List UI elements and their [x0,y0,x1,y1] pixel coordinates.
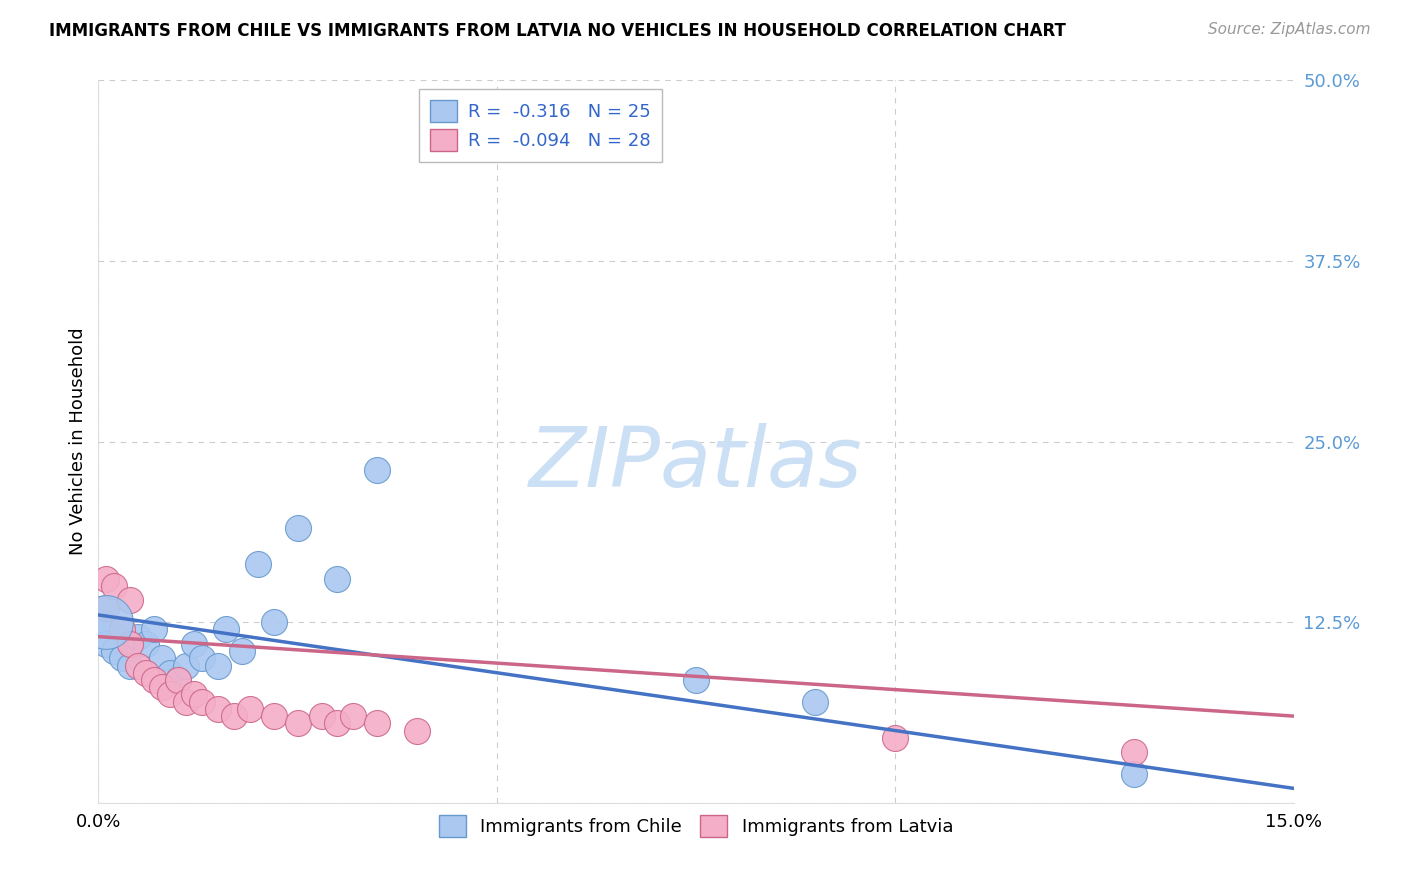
Point [246,558,269,572]
Point [96,600,118,615]
Point [135,665,157,680]
Legend: Immigrants from Chile, Immigrants from Latvia: Immigrants from Chile, Immigrants from L… [432,808,960,845]
Point [111,651,134,665]
Point [183,637,205,651]
Point [111,623,134,637]
Point [311,709,333,723]
Point [174,695,197,709]
Point [127,658,149,673]
Point [96,615,118,630]
Point [150,651,173,665]
Point [120,658,142,673]
Point [222,709,245,723]
Point [120,637,142,651]
Point [103,579,125,593]
Point [150,680,173,694]
Point [96,572,118,586]
Point [96,637,118,651]
Point [287,716,309,731]
Point [231,644,253,658]
Point [167,673,190,687]
Point [804,695,827,709]
Point [446,131,468,145]
Point [215,623,238,637]
Point [326,572,349,586]
Point [366,463,388,477]
Point [96,615,118,630]
Point [159,665,181,680]
Point [183,687,205,701]
Point [884,731,907,745]
Point [207,658,229,673]
Text: ZIPatlas: ZIPatlas [529,423,863,504]
Point [103,644,125,658]
Point [685,673,707,687]
Point [1123,745,1146,759]
Point [191,695,214,709]
Point [366,716,388,731]
Point [326,716,349,731]
Point [167,673,190,687]
Point [120,593,142,607]
Point [135,637,157,651]
Point [263,615,285,630]
Point [239,702,262,716]
Text: IMMIGRANTS FROM CHILE VS IMMIGRANTS FROM LATVIA NO VEHICLES IN HOUSEHOLD CORRELA: IMMIGRANTS FROM CHILE VS IMMIGRANTS FROM… [49,22,1066,40]
Point [143,623,166,637]
Point [191,651,214,665]
Point [406,723,429,738]
Point [263,709,285,723]
Y-axis label: No Vehicles in Household: No Vehicles in Household [69,327,87,556]
Point [174,658,197,673]
Point [207,702,229,716]
Point [1123,767,1146,781]
Point [143,673,166,687]
Point [159,687,181,701]
Text: Source: ZipAtlas.com: Source: ZipAtlas.com [1208,22,1371,37]
Point [127,630,149,644]
Point [342,709,364,723]
Point [287,521,309,535]
